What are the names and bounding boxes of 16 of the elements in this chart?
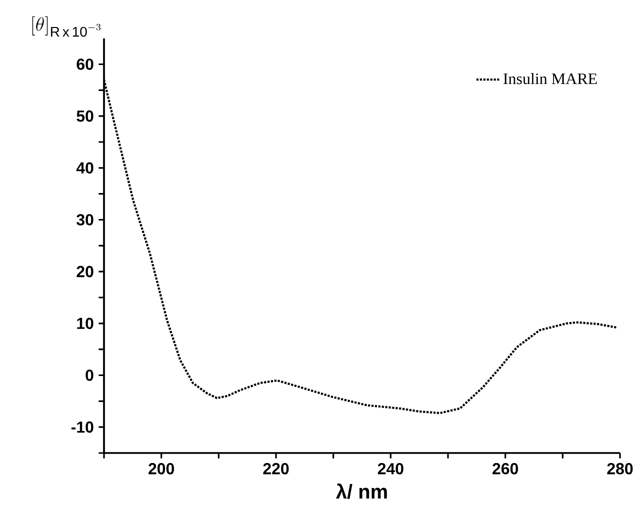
y-axis-title: $[\theta]_{\mathrm{R\,x\,10}^{-3}}$	[32, 16, 101, 37]
y-tick-label: 50	[76, 110, 94, 122]
y-tick-label: 40	[76, 162, 94, 174]
x-axis-title: λ/ nm	[336, 484, 387, 499]
y-tick-label: 20	[76, 266, 94, 278]
x-tick-label: 260	[492, 463, 518, 474]
y-tick-label: 10	[77, 318, 94, 330]
x-tick-label: 220	[263, 463, 289, 474]
x-tick-label: 240	[378, 463, 404, 474]
x-tick-label: 280	[607, 463, 633, 474]
y-tick-label: 60	[76, 58, 94, 70]
y-tick-label: 0	[86, 370, 94, 381]
y-tick-label: -10	[71, 421, 94, 433]
legend-label: Insulin MARE	[504, 72, 597, 84]
y-tick-label: 30	[76, 214, 94, 226]
x-tick-label: 200	[148, 463, 174, 474]
